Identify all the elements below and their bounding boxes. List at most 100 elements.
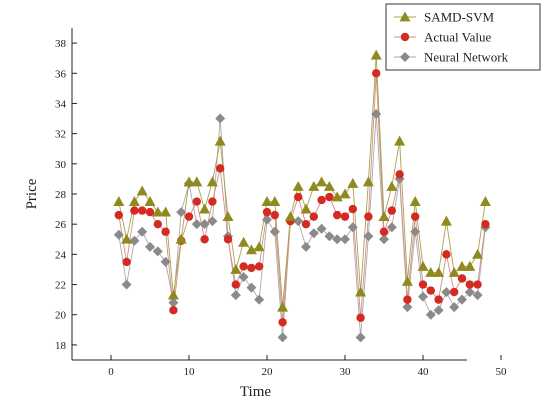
actual-value-point <box>278 318 287 327</box>
y-tick-label: 24 <box>55 249 67 261</box>
y-tick-label: 22 <box>55 280 66 292</box>
neural-network-point <box>277 332 288 343</box>
actual-value-point <box>387 206 396 215</box>
neural-network-point <box>457 294 467 305</box>
samd-svm-point <box>206 176 218 187</box>
actual-value-point <box>434 295 443 304</box>
samd-svm-point <box>394 135 406 146</box>
samd-svm-point <box>238 236 250 247</box>
neural-network-point <box>262 214 272 225</box>
samd-svm-point <box>472 248 484 259</box>
actual-value-point <box>270 210 279 220</box>
neural-network-point <box>379 234 389 245</box>
samd-svm-point <box>144 196 156 206</box>
actual-value-point <box>208 197 217 206</box>
neural-network-point <box>308 228 319 239</box>
neural-network-point <box>324 231 335 242</box>
neural-network-point <box>230 290 241 301</box>
actual-value-point <box>340 212 350 221</box>
actual-value-point <box>457 274 467 283</box>
x-tick-label: 50 <box>496 366 508 378</box>
samd-svm-point <box>183 176 195 187</box>
actual-value-point <box>403 295 412 304</box>
neural-network-point <box>418 291 428 302</box>
samd-svm-point <box>401 276 413 286</box>
samd-svm-point <box>386 180 398 191</box>
samd-svm-point <box>292 180 304 191</box>
actual-value-point <box>247 263 256 273</box>
actual-value-point <box>317 195 326 205</box>
actual-value-point <box>184 212 194 221</box>
neural-network-point <box>168 297 179 308</box>
neural-network-point <box>332 234 343 245</box>
neural-network-point <box>254 294 265 305</box>
y-tick-label: 30 <box>55 159 67 171</box>
neural-network-point <box>441 287 452 298</box>
x-axis-title: Time <box>240 384 271 400</box>
neural-network-point <box>199 219 210 230</box>
actual-value-point <box>395 170 404 179</box>
actual-value-point <box>379 227 389 236</box>
samd-svm-point <box>362 176 374 187</box>
samd-svm-point <box>331 191 343 202</box>
y-tick-label: 18 <box>55 340 67 352</box>
samd-svm-point <box>479 196 491 206</box>
samd-svm-point <box>214 135 226 146</box>
legend-actual-value-marker <box>400 32 410 42</box>
y-tick-label: 32 <box>55 129 66 141</box>
x-tick-label: 10 <box>184 366 196 378</box>
samd-svm-point <box>136 185 148 196</box>
actual-value-point <box>161 227 170 236</box>
samd-svm-point <box>128 196 140 206</box>
y-tick-label: 26 <box>55 219 67 231</box>
actual-value-point <box>114 210 124 220</box>
samd-svm-point <box>378 211 390 222</box>
x-tick-label: 0 <box>108 366 114 378</box>
actual-value-point <box>122 257 131 267</box>
samd-svm-point <box>308 180 320 191</box>
x-tick-label: 40 <box>418 366 430 378</box>
neural-network-point <box>269 226 280 237</box>
samd-svm-point <box>230 263 242 274</box>
neural-network-point <box>402 302 413 313</box>
samd-svm-point <box>113 196 125 206</box>
neural-network-point <box>410 226 421 237</box>
actual-value-point <box>192 197 201 206</box>
actual-value-point <box>465 280 474 289</box>
neural-network-point <box>160 256 171 267</box>
samd-svm-point <box>167 289 179 300</box>
actual-value-point <box>356 313 365 322</box>
neural-network-point <box>145 241 155 252</box>
samd-svm-point <box>339 188 351 199</box>
neural-network-point <box>238 272 249 282</box>
actual-value-point <box>364 212 373 221</box>
neural-network-point <box>113 229 124 240</box>
actual-value-point <box>130 206 139 215</box>
neural-network-point <box>340 234 350 245</box>
actual-value-point <box>450 287 459 297</box>
actual-value-point <box>411 212 420 221</box>
samd-svm-point <box>245 244 257 255</box>
samd-svm-point <box>199 203 211 214</box>
neural-network-point <box>449 302 460 313</box>
samd-svm-point <box>175 233 187 244</box>
neural-network-point <box>293 216 304 227</box>
actual-value-point <box>325 192 334 202</box>
samd-svm-point <box>417 260 429 271</box>
samd-svm-point <box>323 180 335 191</box>
samd-svm-point <box>316 176 328 187</box>
neural-network-point <box>129 235 140 246</box>
actual-value-point <box>473 280 482 289</box>
neural-network-point <box>316 223 327 234</box>
actual-value-point <box>138 206 147 215</box>
actual-value-point <box>153 219 162 229</box>
neural-network-point <box>371 109 382 120</box>
legend-label: Actual Value <box>424 30 491 45</box>
neural-network-point <box>347 222 358 233</box>
y-tick-label: 36 <box>55 68 67 80</box>
samd-svm-point <box>370 49 382 60</box>
samd-svm-point <box>152 206 164 217</box>
y-tick-label: 38 <box>55 38 67 50</box>
samd-svm-point <box>261 196 273 206</box>
y-axis-ticks: 18 20 22 24 26 28 30 32 34 36 38 <box>55 38 77 352</box>
